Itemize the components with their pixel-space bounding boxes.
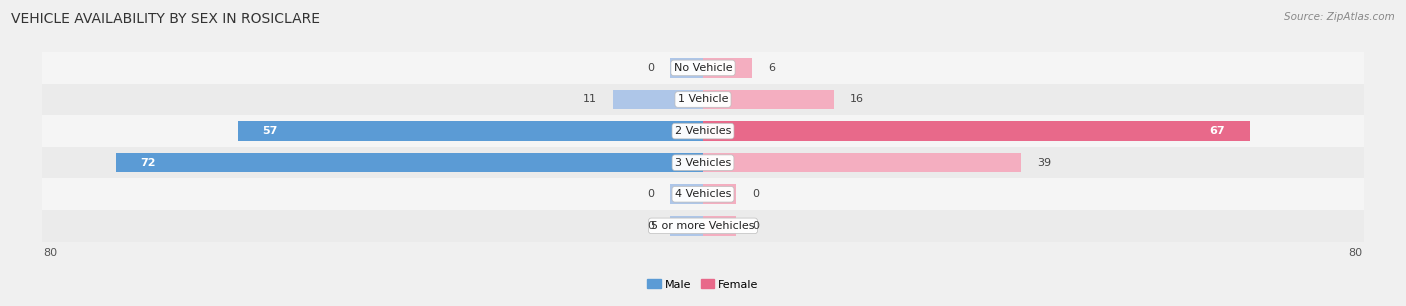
Bar [42, 147, 1364, 178]
Text: 39: 39 [1038, 158, 1052, 168]
Text: 16: 16 [849, 95, 863, 105]
Text: 11: 11 [583, 95, 598, 105]
Text: 67: 67 [1209, 126, 1225, 136]
Bar [613, 90, 703, 109]
Bar [703, 216, 735, 236]
Text: 72: 72 [141, 158, 156, 168]
Bar [42, 115, 1364, 147]
Text: 0: 0 [647, 189, 654, 199]
Text: 57: 57 [263, 126, 278, 136]
Bar [671, 185, 703, 204]
Bar [115, 153, 703, 173]
Text: 5 or more Vehicles: 5 or more Vehicles [651, 221, 755, 231]
Text: 0: 0 [752, 221, 759, 231]
Bar [42, 210, 1364, 242]
Bar [703, 185, 735, 204]
Text: 0: 0 [752, 189, 759, 199]
Text: 6: 6 [768, 63, 775, 73]
Bar [238, 121, 703, 141]
Text: 0: 0 [647, 63, 654, 73]
Text: 3 Vehicles: 3 Vehicles [675, 158, 731, 168]
Text: VEHICLE AVAILABILITY BY SEX IN ROSICLARE: VEHICLE AVAILABILITY BY SEX IN ROSICLARE [11, 12, 321, 26]
Text: 2 Vehicles: 2 Vehicles [675, 126, 731, 136]
Bar [703, 153, 1021, 173]
Bar [703, 90, 834, 109]
Text: 1 Vehicle: 1 Vehicle [678, 95, 728, 105]
Text: 4 Vehicles: 4 Vehicles [675, 189, 731, 199]
Bar [671, 58, 703, 78]
Bar [671, 216, 703, 236]
Bar [703, 121, 1250, 141]
Text: Source: ZipAtlas.com: Source: ZipAtlas.com [1284, 12, 1395, 22]
Bar [42, 52, 1364, 84]
Bar [42, 84, 1364, 115]
Text: 0: 0 [647, 221, 654, 231]
Text: No Vehicle: No Vehicle [673, 63, 733, 73]
Bar [42, 178, 1364, 210]
Legend: Male, Female: Male, Female [643, 275, 763, 294]
Bar [703, 58, 752, 78]
